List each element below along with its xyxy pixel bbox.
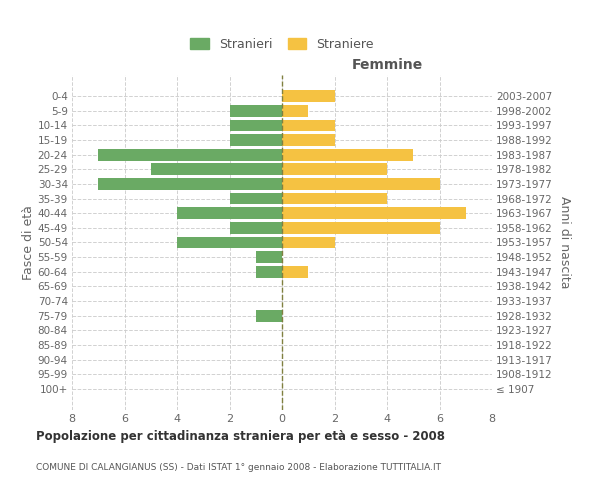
Text: Popolazione per cittadinanza straniera per età e sesso - 2008: Popolazione per cittadinanza straniera p… <box>36 430 445 443</box>
Bar <box>282 164 387 175</box>
Bar <box>229 192 282 204</box>
Legend: Stranieri, Straniere: Stranieri, Straniere <box>190 38 374 51</box>
Bar <box>177 208 282 219</box>
Bar <box>282 90 335 102</box>
Y-axis label: Anni di nascita: Anni di nascita <box>559 196 571 289</box>
Bar <box>229 120 282 131</box>
Bar <box>282 192 387 204</box>
Bar <box>282 120 335 131</box>
Bar <box>282 149 413 160</box>
Bar <box>256 310 282 322</box>
Bar <box>282 105 308 117</box>
Bar <box>256 252 282 263</box>
Bar <box>98 178 282 190</box>
Bar <box>282 236 335 248</box>
Bar <box>177 236 282 248</box>
Bar <box>98 149 282 160</box>
Bar <box>229 105 282 117</box>
Bar <box>282 266 308 278</box>
Bar <box>282 208 466 219</box>
Text: Femmine: Femmine <box>352 58 422 71</box>
Bar <box>229 134 282 146</box>
Bar <box>282 134 335 146</box>
Bar <box>282 178 439 190</box>
Y-axis label: Fasce di età: Fasce di età <box>22 205 35 280</box>
Bar <box>151 164 282 175</box>
Bar <box>256 266 282 278</box>
Bar <box>282 222 439 234</box>
Bar <box>229 222 282 234</box>
Text: COMUNE DI CALANGIANUS (SS) - Dati ISTAT 1° gennaio 2008 - Elaborazione TUTTITALI: COMUNE DI CALANGIANUS (SS) - Dati ISTAT … <box>36 462 441 471</box>
